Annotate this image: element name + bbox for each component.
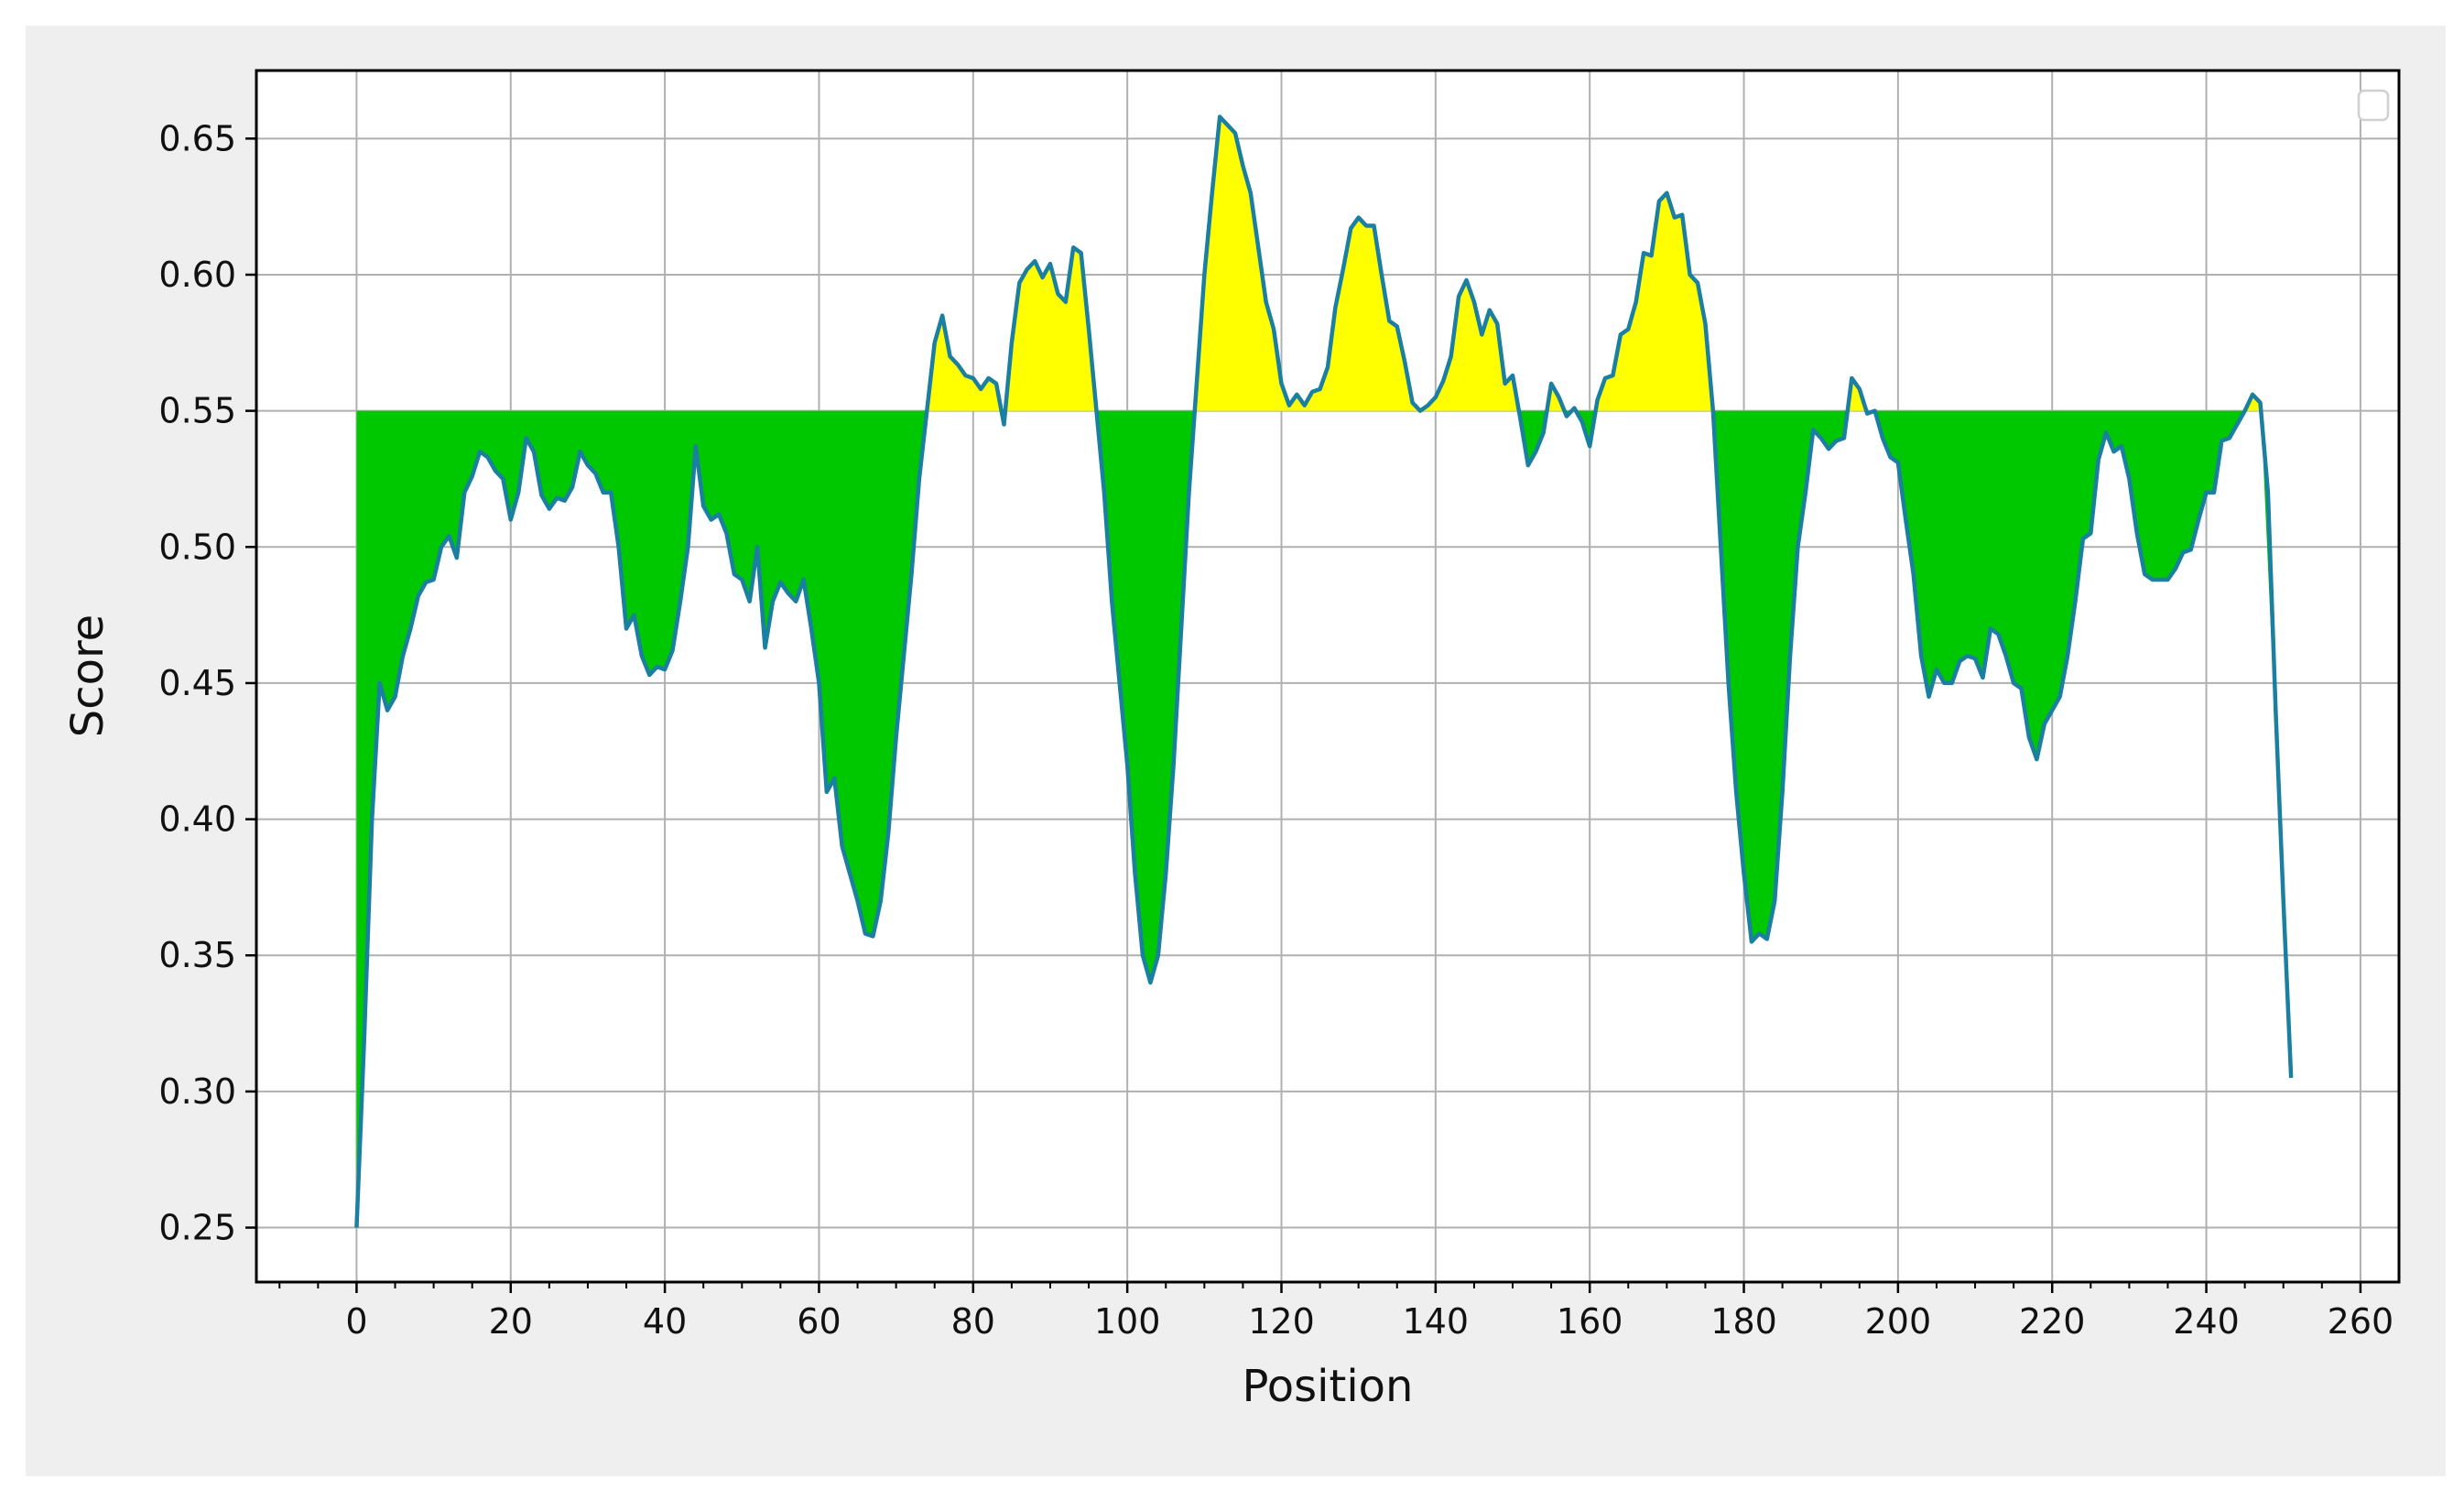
y-tick-label: 0.45 <box>158 663 236 703</box>
y-tick-label: 0.60 <box>158 255 236 295</box>
area-fills <box>356 116 2292 1228</box>
series-line-group <box>354 114 2294 1228</box>
above-threshold-fill <box>1194 116 1519 411</box>
x-tick-label: 20 <box>489 1301 533 1342</box>
above-threshold-fill <box>1595 192 1713 411</box>
below-threshold-fill <box>1096 410 1195 983</box>
x-tick-label: 240 <box>2173 1301 2240 1342</box>
y-tick-label: 0.30 <box>158 1071 236 1112</box>
y-tick-label: 0.55 <box>158 391 236 431</box>
plot-border <box>255 69 2401 1284</box>
x-tick-label: 220 <box>2019 1301 2086 1342</box>
x-tick-label: 140 <box>1403 1301 1470 1342</box>
plot-background <box>256 71 2399 1282</box>
score-line <box>354 114 2294 1228</box>
x-tick-label: 80 <box>951 1301 995 1342</box>
x-tick-label: 160 <box>1557 1301 1623 1342</box>
below-threshold-fill <box>1712 410 1848 942</box>
legend-box <box>2357 89 2390 122</box>
x-axis-title: Position <box>1243 1361 1414 1412</box>
figure-frame: 0 20 40 60 80 100 120 140 160 180 200 220 240 260 0.25… <box>26 26 2446 1476</box>
x-tick-label: 0 <box>345 1301 367 1342</box>
y-tick-label: 0.65 <box>158 118 236 158</box>
y-tick-label: 0.50 <box>158 527 236 567</box>
x-tick-label: 180 <box>1710 1301 1777 1342</box>
y-tick-label: 0.40 <box>158 799 236 840</box>
above-threshold-fill <box>1004 247 1097 411</box>
x-tick-label: 60 <box>797 1301 841 1342</box>
y-tick-label: 0.25 <box>158 1208 236 1248</box>
x-tick-label: 260 <box>2328 1301 2394 1342</box>
x-tick-label: 200 <box>1865 1301 1932 1342</box>
grid <box>256 71 2399 1282</box>
y-tick-label: 0.35 <box>158 935 236 975</box>
x-tick-label: 120 <box>1248 1301 1315 1342</box>
x-tick-label: 100 <box>1094 1301 1161 1342</box>
score-area-chart: 0 20 40 60 80 100 120 140 160 180 200 220 240 260 0.25… <box>62 69 2401 1412</box>
y-axis-title: Score <box>62 614 114 737</box>
axis-ticks: 0 20 40 60 80 100 120 140 160 180 200 220 240 260 0.25… <box>158 118 2393 1342</box>
below-threshold-fill <box>356 410 928 1228</box>
x-tick-label: 40 <box>643 1301 687 1342</box>
below-threshold-fill <box>1874 410 2245 760</box>
